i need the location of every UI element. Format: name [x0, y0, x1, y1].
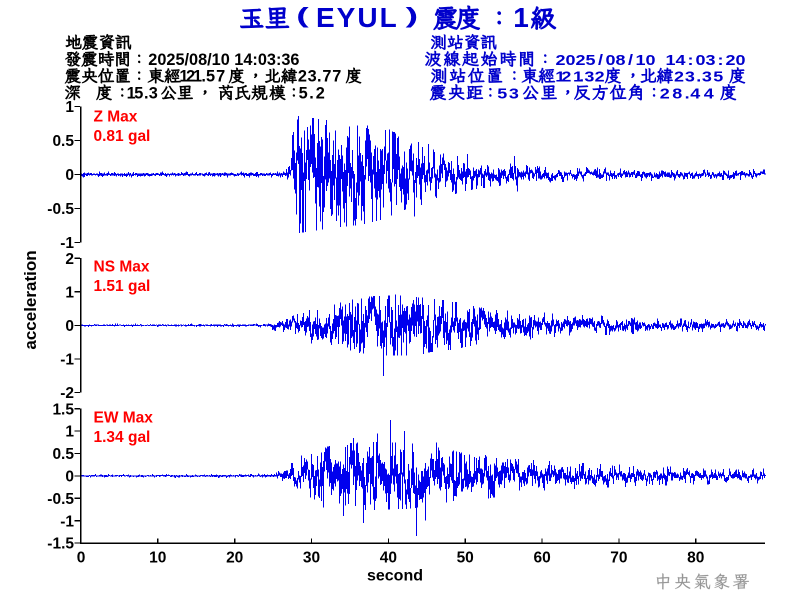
- svg-text:0: 0: [77, 550, 86, 567]
- svg-text:28.44: 28.44: [660, 85, 715, 102]
- svg-text:-1: -1: [60, 352, 74, 369]
- svg-text:121.32: 121.32: [555, 68, 604, 85]
- svg-text:23.77: 23.77: [298, 68, 341, 86]
- svg-text:-1.5: -1.5: [47, 536, 74, 553]
- svg-text:(: (: [296, 3, 309, 28]
- svg-text:0.5: 0.5: [52, 446, 74, 463]
- svg-text:): ): [406, 3, 418, 28]
- svg-text:Z Max: Z Max: [94, 108, 138, 125]
- svg-text:2: 2: [65, 251, 74, 268]
- svg-text:0: 0: [65, 318, 74, 335]
- svg-text:70: 70: [610, 550, 627, 567]
- svg-text:1: 1: [65, 99, 74, 116]
- svg-text:50: 50: [457, 550, 474, 567]
- svg-text:EYUL: EYUL: [316, 2, 399, 33]
- svg-text:-1: -1: [60, 513, 74, 530]
- svg-text:121.57: 121.57: [179, 68, 225, 86]
- svg-text:1: 1: [513, 2, 529, 33]
- svg-text:5.2: 5.2: [299, 84, 325, 102]
- svg-text:-2: -2: [60, 385, 74, 402]
- svg-text:53: 53: [497, 85, 519, 102]
- svg-text:60: 60: [533, 550, 550, 567]
- svg-text:20: 20: [226, 550, 243, 567]
- svg-text:-0.5: -0.5: [47, 491, 74, 508]
- svg-text:-1: -1: [60, 235, 74, 252]
- svg-text:23.35: 23.35: [674, 68, 723, 85]
- svg-text:40: 40: [380, 550, 397, 567]
- svg-text:2025/08/10 14:03:20: 2025/08/10 14:03:20: [555, 51, 745, 68]
- svg-text:2025/08/10 14:03:36: 2025/08/10 14:03:36: [148, 51, 299, 69]
- svg-text:80: 80: [687, 550, 704, 567]
- svg-text:1: 1: [65, 424, 74, 441]
- svg-text:30: 30: [303, 550, 320, 567]
- svg-text:second: second: [367, 568, 423, 585]
- svg-text:1: 1: [65, 284, 74, 301]
- svg-text:acceleration: acceleration: [21, 250, 40, 349]
- svg-text:1.34 gal: 1.34 gal: [94, 429, 151, 446]
- svg-text:0: 0: [65, 469, 74, 486]
- svg-text:-0.5: -0.5: [47, 201, 74, 218]
- svg-text:EW Max: EW Max: [94, 409, 154, 426]
- svg-text:0.81 gal: 0.81 gal: [94, 128, 151, 145]
- svg-text:NS Max: NS Max: [94, 258, 150, 275]
- svg-text:1.51 gal: 1.51 gal: [94, 278, 151, 295]
- svg-text:0: 0: [65, 167, 74, 184]
- svg-text:0.5: 0.5: [52, 133, 74, 150]
- svg-text:15.3: 15.3: [127, 84, 158, 102]
- svg-text:1.5: 1.5: [52, 401, 74, 418]
- svg-text:10: 10: [149, 550, 166, 567]
